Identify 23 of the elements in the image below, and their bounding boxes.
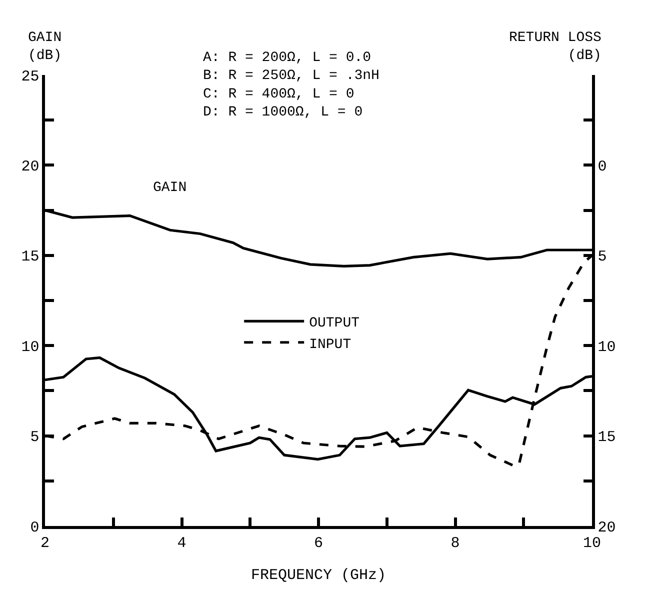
- series-label: GAIN: [153, 180, 187, 196]
- y-tick-label: 0: [30, 519, 40, 536]
- x-axis-title: FREQUENCY (GHz): [250, 566, 386, 584]
- x-tick-label: 8: [450, 534, 460, 552]
- y2-axis-title: RETURN LOSS (dB): [509, 30, 602, 64]
- legend-label: OUTPUT: [309, 316, 360, 332]
- y2-tick-label: 0: [598, 158, 607, 176]
- x-tick-label: 2: [40, 534, 50, 552]
- x-tick-label: 6: [314, 534, 324, 552]
- y-axis-title: GAIN (dB): [28, 30, 62, 64]
- y-tick-label: 25: [21, 68, 40, 86]
- y-tick-label: 10: [21, 338, 40, 356]
- y-tick-label: 20: [21, 158, 40, 176]
- y2-tick-label: 20: [598, 519, 616, 536]
- legend-label: INPUT: [309, 336, 352, 353]
- y2-tick-label: 5: [598, 248, 607, 266]
- x-tick-label: 4: [177, 534, 186, 552]
- y-tick-label: 5: [30, 429, 40, 446]
- y2-tick-label: 15: [598, 429, 616, 446]
- x-tick-label: 10: [582, 534, 602, 552]
- annotation: A: R = 200Ω, L = 0.0 B: R = 250Ω, L = .3nH C: R = 400Ω, L = 0 D: R = 1000Ω, L = 0: [203, 50, 380, 121]
- y2-tick-label: 10: [598, 338, 616, 356]
- y-tick-label: 15: [21, 248, 40, 266]
